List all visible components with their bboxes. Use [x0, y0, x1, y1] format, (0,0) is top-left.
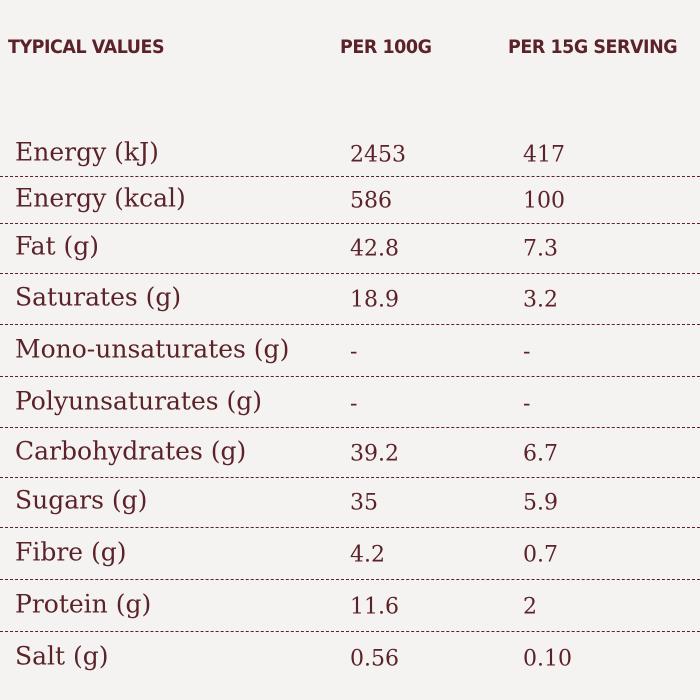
row-label: Polyunsaturates (g)	[15, 386, 263, 416]
row-label: Protein (g)	[15, 589, 152, 619]
row-separator	[0, 631, 700, 632]
row-label: Energy (kcal)	[15, 183, 186, 213]
row-value: 7.3	[523, 236, 558, 262]
row-label: Mono-unsaturates (g)	[15, 334, 290, 364]
row-value: -	[350, 339, 358, 365]
row-value: 5.9	[523, 490, 558, 516]
row-label: Sugars (g)	[15, 485, 148, 515]
header-per-100g: PER 100G	[340, 36, 432, 58]
row-value: 0.56	[350, 646, 399, 672]
row-value: 4.2	[350, 542, 385, 568]
row-separator	[0, 477, 700, 478]
header-per-serving: PER 15G SERVING	[508, 36, 678, 58]
row-value: 39.2	[350, 441, 399, 467]
row-value: -	[523, 339, 531, 365]
row-label: Fat (g)	[15, 231, 100, 261]
row-separator	[0, 527, 700, 528]
row-value: 11.6	[350, 594, 399, 620]
row-label: Carbohydrates (g)	[15, 436, 247, 466]
row-separator	[0, 427, 700, 428]
row-value: 18.9	[350, 287, 399, 313]
header-typical: TYPICAL VALUES	[8, 36, 165, 58]
row-separator	[0, 223, 700, 224]
row-value: 2453	[350, 142, 406, 168]
row-value: 0.10	[523, 646, 572, 672]
row-label: Fibre (g)	[15, 537, 127, 567]
row-separator	[0, 376, 700, 377]
row-value: 35	[350, 490, 378, 516]
row-value: -	[523, 391, 531, 417]
row-label: Saturates (g)	[15, 282, 182, 312]
row-value: 0.7	[523, 542, 558, 568]
row-separator	[0, 579, 700, 580]
row-separator	[0, 176, 700, 177]
row-label: Energy (kJ)	[15, 137, 159, 167]
row-label: Salt (g)	[15, 641, 109, 671]
row-value: 586	[350, 188, 392, 214]
row-value: -	[350, 391, 358, 417]
row-separator	[0, 273, 700, 274]
row-value: 42.8	[350, 236, 399, 262]
row-value: 6.7	[523, 441, 558, 467]
row-value: 100	[523, 188, 565, 214]
row-value: 417	[523, 142, 565, 168]
row-value: 3.2	[523, 287, 558, 313]
row-value: 2	[523, 594, 537, 620]
row-separator	[0, 324, 700, 325]
